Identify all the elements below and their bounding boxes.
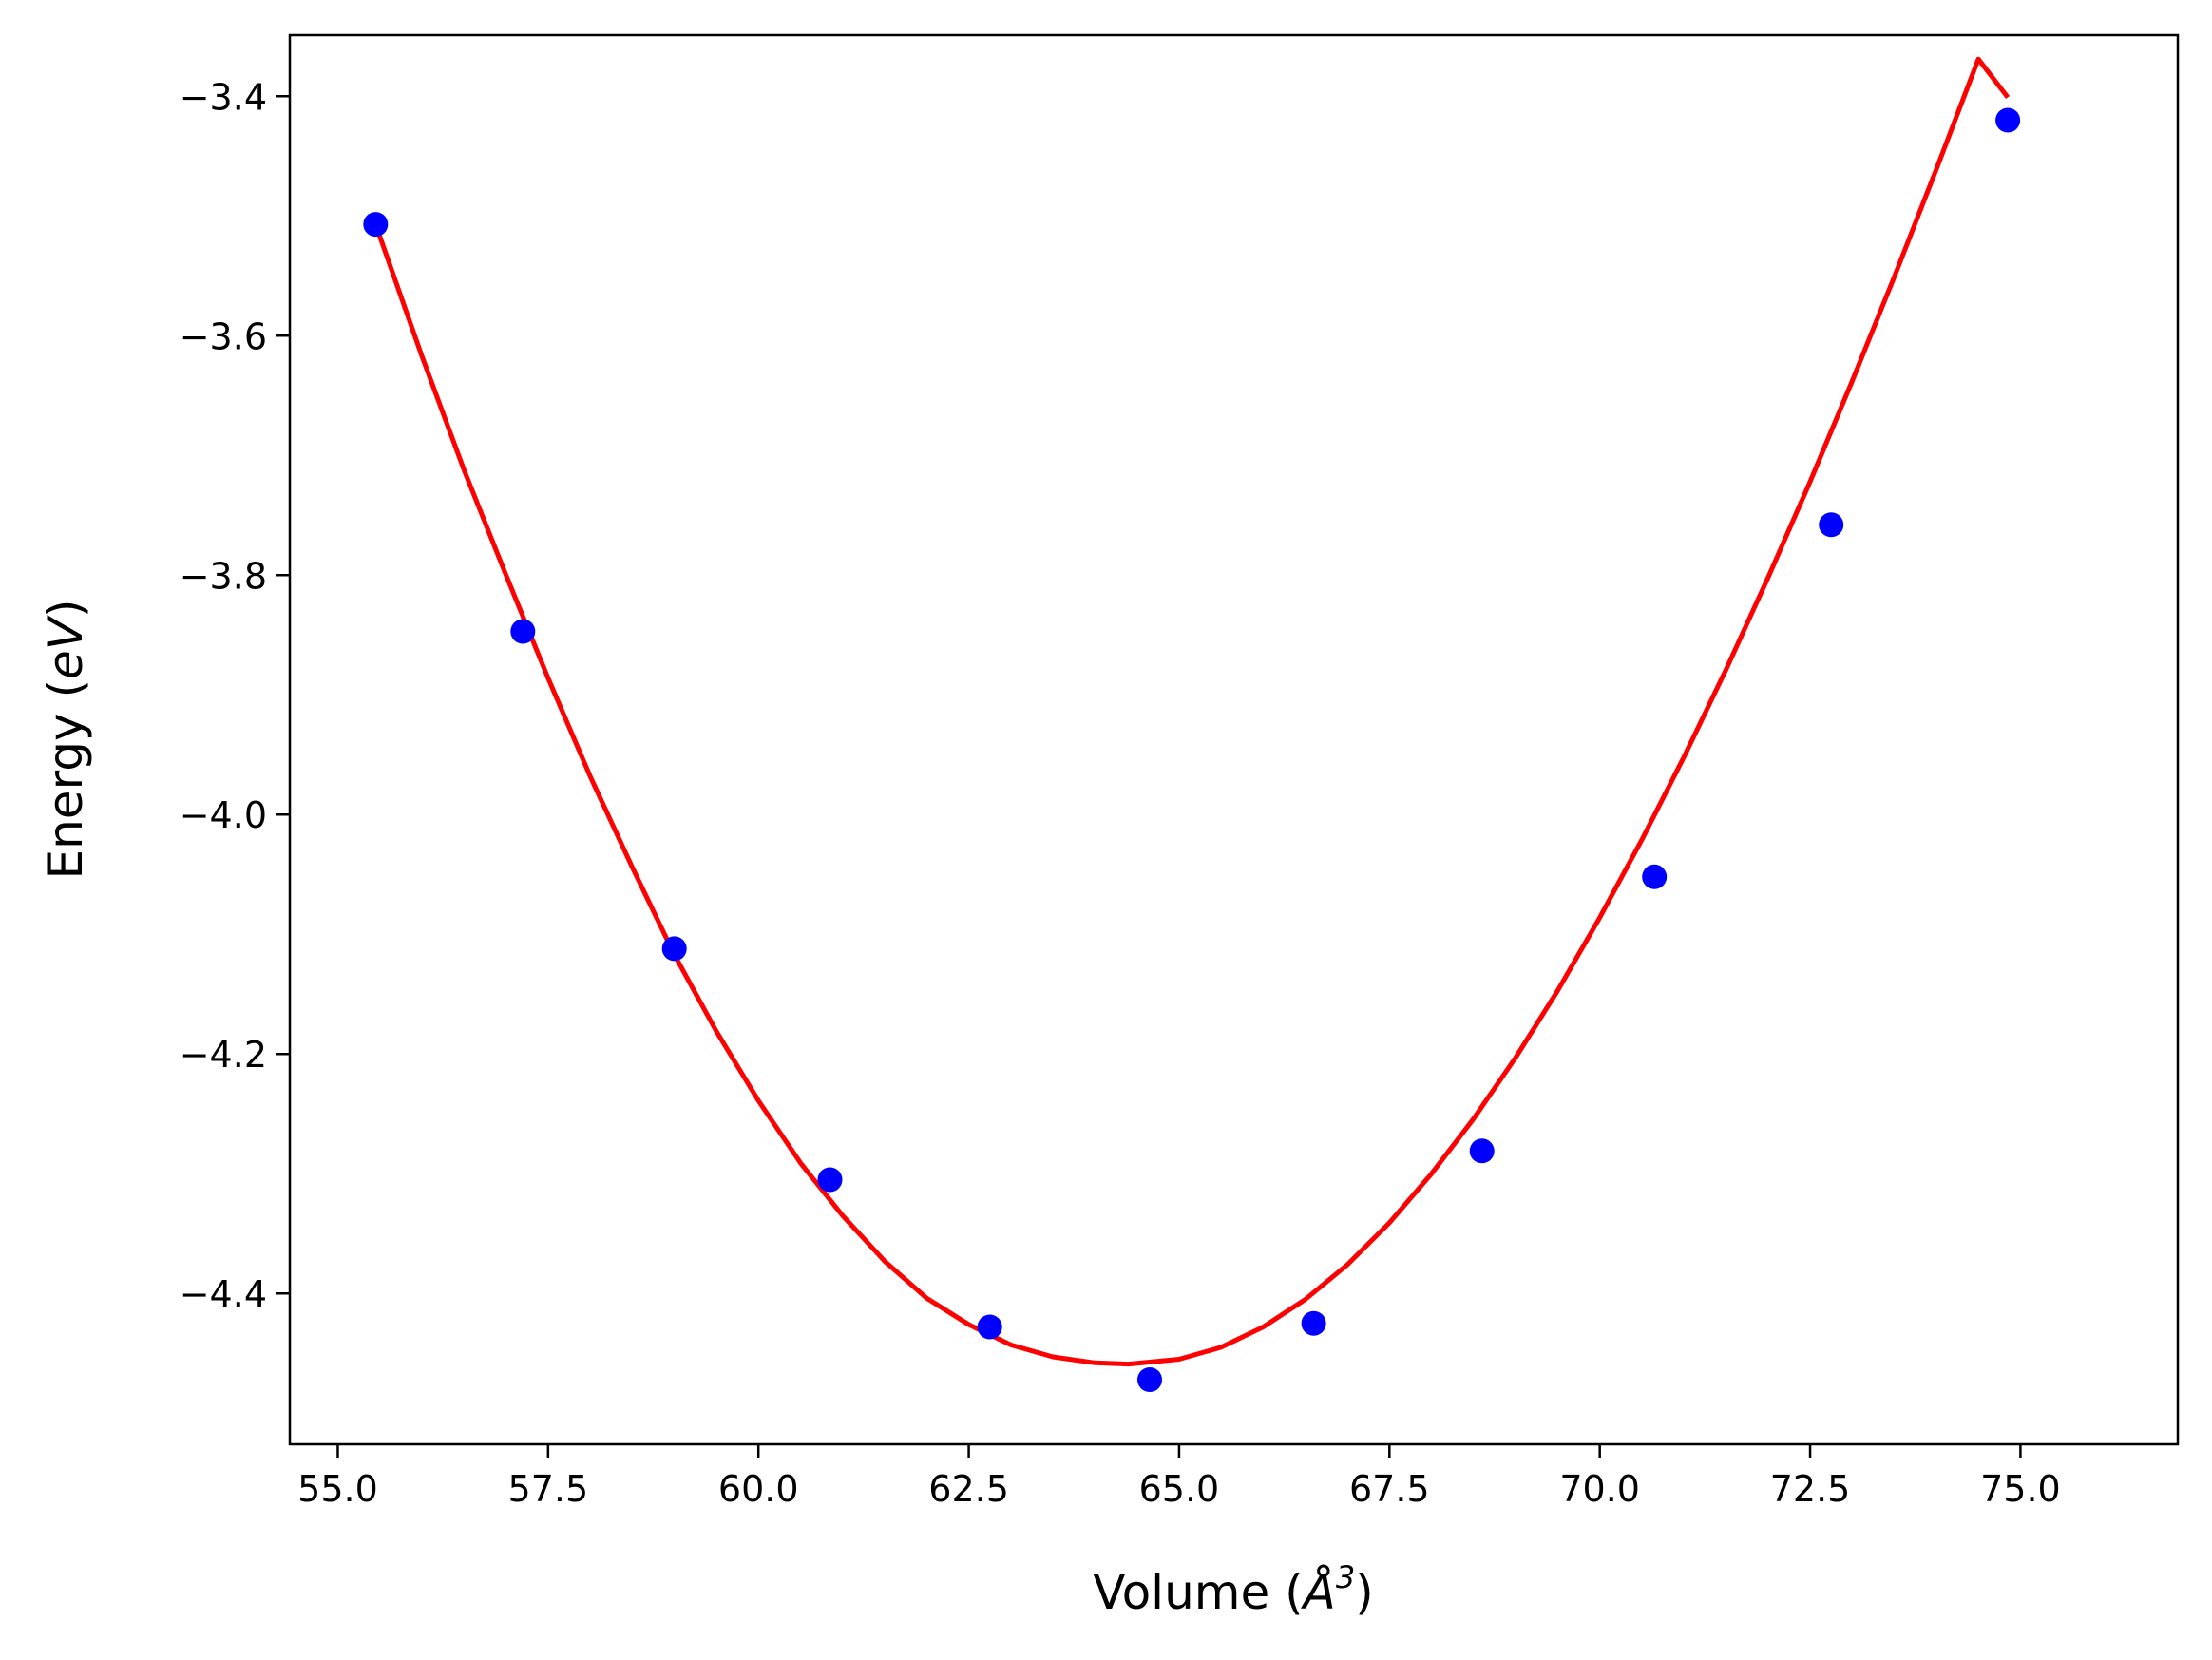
y-axis-ticks: −3.4 −3.6 −3.8 −4.0 −4.2 −4.4: [180, 76, 290, 1315]
x-tick-label: 75.0: [1980, 1468, 2061, 1510]
data-point: [661, 936, 687, 962]
y-axis-label-prefix: Energy (: [38, 679, 93, 879]
plot-area: [363, 56, 2021, 1392]
data-point: [510, 619, 536, 644]
x-axis-label-prefix: Volume (: [1093, 1565, 1303, 1620]
data-point: [1995, 107, 2021, 133]
y-axis-label: Energy (eV): [38, 600, 93, 880]
y-tick-label: −4.0: [180, 794, 267, 836]
data-point: [1642, 864, 1668, 889]
x-tick-label: 62.5: [928, 1468, 1009, 1510]
data-point: [1301, 1310, 1326, 1336]
fit-curve-line: [372, 56, 2011, 1367]
y-axis-label-symbol: eV: [38, 614, 93, 679]
data-point: [1137, 1367, 1162, 1392]
x-axis-label-suffix: ): [1355, 1565, 1374, 1620]
x-axis-label-symbol: Å: [1301, 1565, 1336, 1620]
x-tick-label: 67.5: [1349, 1468, 1430, 1510]
x-tick-label: 60.0: [718, 1468, 799, 1510]
y-tick-label: −3.6: [180, 315, 267, 357]
x-axis-label: Volume (Å3): [1093, 1559, 1373, 1620]
data-point: [977, 1314, 1002, 1340]
data-point: [363, 212, 389, 238]
x-tick-label: 55.0: [297, 1468, 378, 1510]
y-tick-label: −3.8: [180, 555, 267, 597]
x-axis-ticks: 55.0 57.5 60.0 62.5 65.0 67.5 70.0 72.5 75.0: [297, 1444, 2061, 1510]
data-point: [817, 1167, 843, 1193]
y-tick-label: −4.2: [180, 1034, 267, 1076]
data-point: [1469, 1138, 1495, 1164]
x-axis-label-exponent: 3: [1336, 1559, 1355, 1595]
axes-frame: [288, 33, 2180, 1446]
y-tick-label: −4.4: [180, 1273, 267, 1315]
x-tick-label: 65.0: [1139, 1468, 1220, 1510]
data-point: [1819, 512, 1844, 538]
y-axis-label-suffix: ): [38, 600, 93, 619]
x-tick-label: 70.0: [1559, 1468, 1640, 1510]
x-tick-label: 57.5: [508, 1468, 589, 1510]
y-tick-label: −3.4: [180, 76, 267, 118]
x-tick-label: 72.5: [1770, 1468, 1851, 1510]
